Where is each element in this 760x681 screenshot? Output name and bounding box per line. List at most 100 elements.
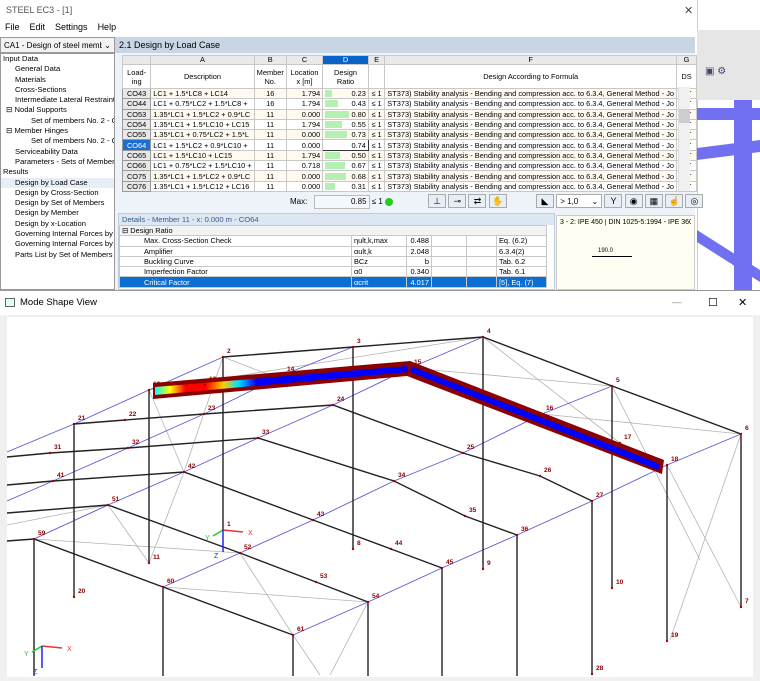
node-point[interactable] (590, 499, 594, 503)
pick-icon[interactable]: ☝ (665, 194, 684, 208)
node-point[interactable] (408, 366, 412, 370)
bracing-member[interactable] (107, 504, 150, 564)
nav-item[interactable]: ⊟ Member Hinges (1, 126, 114, 136)
column-header[interactable]: Description (150, 64, 255, 89)
nav-item[interactable]: Results (1, 167, 114, 177)
bracing-member[interactable] (162, 586, 369, 603)
node-point[interactable] (389, 547, 393, 551)
node-point[interactable] (515, 533, 519, 537)
node-point[interactable] (351, 547, 355, 551)
column-header[interactable]: Design Ratio (322, 64, 369, 89)
node-point[interactable] (147, 388, 151, 392)
node-point[interactable] (72, 422, 76, 426)
loading-cell[interactable]: CO76 (121, 180, 152, 192)
nav-item[interactable]: Parameters - Sets of Members (1, 157, 114, 167)
node-point[interactable] (106, 503, 110, 507)
formula-cell[interactable]: ST373) Stability analysis - Bending and … (384, 180, 678, 192)
frame-member[interactable] (7, 538, 294, 636)
view-icon[interactable]: ◎ (685, 194, 704, 208)
menu-settings[interactable]: Settings (55, 22, 88, 32)
nav-item[interactable]: Parts List by Set of Members (1, 250, 114, 260)
color-scale-icon[interactable]: ◣ (536, 194, 554, 208)
collapse-icon[interactable]: ⊟ (6, 105, 15, 115)
node-point[interactable] (32, 537, 36, 541)
column-header[interactable]: Member No. (253, 64, 287, 89)
member-icon[interactable]: ⊥ (428, 194, 446, 208)
node-point[interactable] (221, 355, 225, 359)
node-point[interactable] (238, 551, 242, 555)
nav-item[interactable]: Serviceability Data (1, 147, 114, 157)
hand-icon[interactable]: ✋ (488, 194, 507, 208)
table-scrollbar[interactable] (678, 87, 690, 191)
node-point[interactable] (739, 605, 743, 609)
node-point[interactable] (590, 672, 594, 676)
node-point[interactable] (202, 412, 206, 416)
nav-item[interactable]: Design by Cross-Section (1, 188, 114, 198)
close-icon[interactable]: ✕ (738, 297, 748, 309)
purlin-member[interactable] (7, 356, 224, 453)
nav-item[interactable]: Governing Internal Forces by S (1, 239, 114, 249)
bracing-member[interactable] (482, 336, 621, 444)
frame-member[interactable] (7, 471, 443, 569)
node-point[interactable] (311, 518, 315, 522)
nav-item[interactable]: Design by x-Location (1, 219, 114, 229)
bracing-member[interactable] (239, 552, 294, 636)
node-point[interactable] (665, 639, 669, 643)
node-point[interactable] (203, 383, 207, 387)
node-point[interactable] (126, 446, 130, 450)
nav-item[interactable]: Governing Internal Forces by M (1, 229, 114, 239)
node-point[interactable] (161, 585, 165, 589)
bracing-member[interactable] (409, 367, 613, 387)
bracing-member[interactable] (7, 504, 109, 526)
node-point[interactable] (665, 463, 669, 467)
details-row[interactable]: Critical Factor αcrit 4.017 [5], Eq. (7) (119, 276, 548, 288)
node-point[interactable] (351, 345, 355, 349)
close-icon[interactable]: ✕ (684, 5, 694, 17)
node-point[interactable] (48, 451, 52, 455)
table-row[interactable]: CO66 LC1 + 0.75*LC2 + 1.5*LC10 +11 0.718 0.… (121, 160, 697, 172)
nav-item[interactable]: Input Data (1, 54, 114, 64)
frame-member[interactable] (7, 437, 518, 536)
frame-member[interactable] (73, 404, 593, 502)
bracing-member[interactable] (33, 538, 241, 554)
nav-item[interactable]: Design by Set of Members (1, 198, 114, 208)
column-header[interactable]: Load-ing (121, 64, 152, 89)
node-point[interactable] (291, 633, 295, 637)
column-header[interactable]: DS (676, 64, 697, 89)
node-point[interactable] (281, 373, 285, 377)
mode-shape-member-15-18[interactable] (410, 366, 660, 470)
node-point[interactable] (538, 474, 542, 478)
bracing-member[interactable] (292, 634, 321, 676)
case-select[interactable]: CA1 - Design of steel members⌄ (0, 37, 115, 53)
node-point[interactable] (51, 479, 55, 483)
minimize-icon[interactable]: — (672, 297, 682, 308)
node-point[interactable] (366, 600, 370, 604)
node-point[interactable] (463, 514, 467, 518)
nav-item[interactable]: Set of members No. 2 - Obe (1, 116, 114, 126)
node-point[interactable] (461, 451, 465, 455)
nav-item[interactable]: Materials (1, 75, 114, 85)
menu-file[interactable]: File (5, 22, 20, 32)
bracing-member[interactable] (669, 433, 742, 641)
nav-item[interactable]: ⊟ Nodal Supports (1, 105, 114, 115)
node-point[interactable] (123, 418, 127, 422)
purlin-member[interactable] (7, 346, 354, 502)
node-point[interactable] (610, 586, 614, 590)
nav-item[interactable]: Design by Load Case (1, 177, 114, 188)
menu-help[interactable]: Help (97, 22, 117, 32)
table-row[interactable]: CO76 1.35*LC1 + 1.5*LC12 + LC16 11 0.000 0.3… (121, 180, 697, 192)
column-header[interactable]: Design According to Formula (384, 64, 678, 89)
node-point[interactable] (739, 432, 743, 436)
excel-export-icon[interactable]: ▦ (644, 194, 663, 208)
node-point[interactable] (331, 403, 335, 407)
show-member-icon[interactable]: ⊸ (448, 194, 467, 208)
node-point[interactable] (618, 441, 622, 445)
node-point[interactable] (256, 436, 260, 440)
node-point[interactable] (314, 580, 318, 584)
nav-item[interactable]: Set of members No. 2 - Obe (1, 136, 114, 146)
toolbar-icons[interactable]: ▣ ⚙ (705, 66, 727, 77)
node-point[interactable] (147, 561, 151, 565)
menu-edit[interactable]: Edit (29, 22, 46, 32)
mode-shape-member-13-15[interactable] (155, 366, 408, 395)
collapse-icon[interactable]: ⊟ (6, 126, 15, 136)
